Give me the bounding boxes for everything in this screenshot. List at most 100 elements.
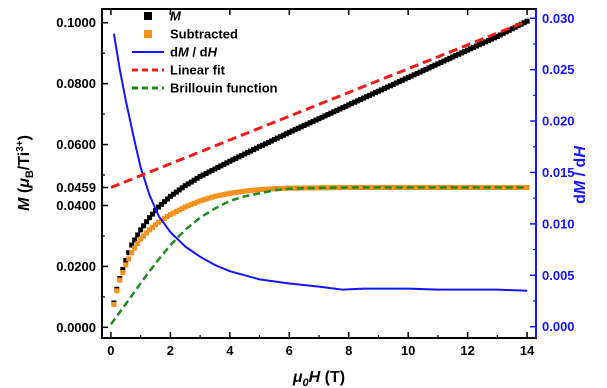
data-point-subtracted <box>280 185 286 191</box>
data-point-m <box>316 116 322 122</box>
data-point-m <box>352 99 358 105</box>
data-point-subtracted <box>212 193 218 199</box>
data-point-subtracted <box>245 188 251 194</box>
data-point-subtracted <box>435 185 441 191</box>
data-point-m <box>123 257 129 263</box>
data-point-m <box>524 18 530 24</box>
data-point-subtracted <box>390 185 396 191</box>
data-point-subtracted <box>138 236 144 242</box>
data-point-m <box>185 181 191 187</box>
y-left-tick-label: 0.0000 <box>56 320 96 335</box>
data-point-m <box>372 90 378 96</box>
data-point-subtracted <box>111 301 117 307</box>
data-point-m <box>420 68 426 74</box>
data-point-subtracted <box>164 214 170 220</box>
data-point-subtracted <box>500 185 506 191</box>
data-point-m <box>438 59 444 65</box>
data-point-subtracted <box>313 185 319 191</box>
data-point-m <box>135 232 141 238</box>
data-point-m <box>230 157 236 163</box>
data-point-m <box>393 80 399 86</box>
data-point-m <box>503 29 509 35</box>
data-point-m <box>242 151 248 157</box>
y-left-tick-label: 0.0800 <box>56 76 96 91</box>
data-point-m <box>426 65 432 71</box>
data-point-m <box>155 204 161 210</box>
legend-label: Brillouin function <box>170 81 278 96</box>
data-point-subtracted <box>176 207 182 213</box>
legend-label: Linear fit <box>170 63 226 78</box>
data-point-m <box>355 98 361 104</box>
data-point-subtracted <box>370 185 376 191</box>
data-point-subtracted <box>135 241 141 247</box>
data-point-m <box>310 118 316 124</box>
data-point-m <box>301 123 307 129</box>
legend-label: Subtracted <box>170 27 238 42</box>
data-point-m <box>176 187 182 193</box>
data-point-subtracted <box>209 194 215 200</box>
data-point-m <box>164 196 170 202</box>
data-point-m <box>334 107 340 113</box>
data-point-subtracted <box>251 187 257 193</box>
data-point-m <box>173 189 179 195</box>
data-point-m <box>479 40 485 46</box>
data-point-m <box>387 83 393 89</box>
y-right-tick-label: 0.030 <box>542 11 575 26</box>
data-point-m <box>218 163 224 169</box>
data-point-m <box>414 70 420 76</box>
data-point-m <box>254 145 260 151</box>
data-point-m <box>378 87 384 93</box>
data-point-m <box>456 51 462 57</box>
data-point-subtracted <box>173 209 179 215</box>
y-left-axis-title: M (μB/Ti3+) <box>15 135 36 211</box>
data-point-subtracted <box>524 185 530 191</box>
data-point-m <box>343 103 349 109</box>
data-point-subtracted <box>147 227 153 233</box>
data-point-subtracted <box>206 195 212 201</box>
data-point-m <box>197 174 203 180</box>
data-point-m <box>120 266 126 272</box>
data-point-subtracted <box>358 185 364 191</box>
data-point-m <box>459 50 465 56</box>
data-point-subtracted <box>447 185 453 191</box>
legend: M Subtracted dM / dH Linear fit Brillouin fu… <box>132 9 278 96</box>
data-point-subtracted <box>411 185 417 191</box>
data-point-m <box>260 142 266 148</box>
data-point-subtracted <box>161 215 167 221</box>
plot-frame <box>101 8 537 339</box>
data-point-m <box>141 223 147 229</box>
data-point-subtracted <box>378 185 384 191</box>
data-point-m <box>224 160 230 166</box>
data-point-m <box>361 95 367 101</box>
data-point-subtracted <box>512 185 518 191</box>
data-point-m <box>491 35 497 41</box>
data-point-m <box>221 161 227 167</box>
data-point-m <box>408 73 414 79</box>
data-point-m <box>307 120 313 126</box>
data-point-m <box>179 185 185 191</box>
data-point-m <box>500 30 506 36</box>
series-line-dmdh <box>112 33 528 292</box>
y-right-tick-label: 0.000 <box>542 319 575 334</box>
data-point-subtracted <box>221 192 227 198</box>
data-point-m <box>280 132 286 138</box>
data-point-m <box>340 105 346 111</box>
x-axis-title: μ0H (T) <box>292 369 345 388</box>
data-point-m <box>251 147 257 153</box>
data-point-m <box>239 152 245 158</box>
data-point-subtracted <box>170 210 176 216</box>
data-point-subtracted <box>262 186 268 192</box>
data-point-subtracted <box>265 186 271 192</box>
data-point-subtracted <box>304 185 310 191</box>
data-point-subtracted <box>257 187 263 193</box>
data-point-m <box>147 215 153 221</box>
data-point-m <box>322 113 328 119</box>
data-point-subtracted <box>233 189 239 195</box>
data-point-m <box>170 191 176 197</box>
data-point-subtracted <box>381 185 387 191</box>
data-point-m <box>194 175 200 181</box>
series-layer <box>109 18 530 326</box>
data-point-subtracted <box>236 189 242 195</box>
y-right-tick-label: 0.010 <box>542 216 575 231</box>
